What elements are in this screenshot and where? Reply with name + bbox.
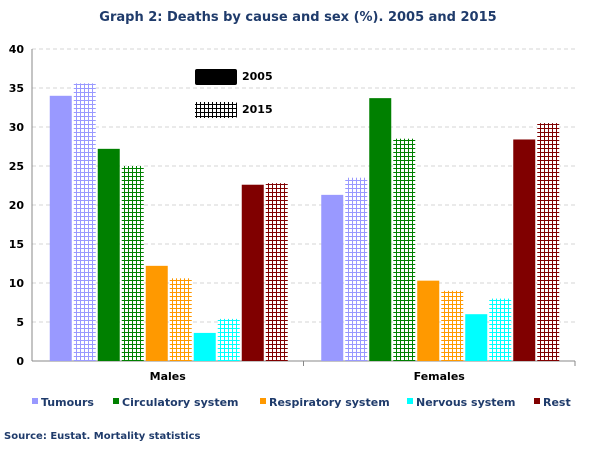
bar-circulatory-system-2015-males [121,166,144,361]
legend-swatch [113,398,119,404]
x-category-label: Males [150,370,187,383]
bar-nervous-system-2005-females [465,314,488,361]
bar-respiratory-system-2015-females [441,290,464,361]
y-tick-label: 30 [9,121,25,134]
bar-circulatory-system-2005-males [97,148,120,361]
y-tick-label: 40 [9,43,25,56]
bar-rest-2005-females [513,139,536,361]
series-legend: Tumours Circulatory system Respiratory sys… [32,396,571,409]
year-legend: 2005 2015 [195,69,273,118]
bar-respiratory-system-2005-females [417,280,440,361]
y-tick-label: 10 [9,277,25,290]
bar-nervous-system-2015-females [489,298,512,361]
bar-respiratory-system-2015-males [169,278,192,361]
x-category-label: Females [414,370,466,383]
bar-circulatory-system-2005-females [369,98,392,361]
legend-label: Rest [543,396,571,409]
y-tick-label: 20 [9,199,25,212]
legend-swatch [260,398,266,404]
bar-rest-2005-males [241,184,264,361]
bar-rest-2015-females [537,123,560,361]
year-legend-swatch-2005 [195,69,237,85]
bars [49,83,560,362]
chart-title: Graph 2: Deaths by cause and sex (%). 20… [99,10,496,25]
legend-label: Nervous system [416,396,515,409]
bar-rest-2015-males [265,183,288,361]
y-tick-label: 35 [9,82,24,95]
year-legend-label: 2005 [242,70,273,83]
bar-tumours-2005-females [321,194,344,361]
y-tick-label: 5 [16,316,24,329]
bar-tumours-2015-females [345,177,368,361]
bar-tumours-2015-males [73,83,96,361]
legend-swatch [407,398,413,404]
legend-label: Circulatory system [122,396,239,409]
y-tick-label: 0 [16,355,24,368]
source-note: Source: Eustat. Mortality statistics [4,431,200,442]
bar-circulatory-system-2015-females [393,138,416,361]
y-tick-label: 25 [9,160,24,173]
bar-nervous-system-2015-males [217,318,240,361]
legend-swatch [32,398,38,404]
year-legend-label: 2015 [242,103,273,116]
year-legend-swatch-2015 [195,102,237,118]
bar-tumours-2005-males [49,95,72,362]
legend-swatch [534,398,540,404]
legend-label: Respiratory system [269,396,390,409]
legend-label: Tumours [41,396,94,409]
y-tick-label: 15 [9,238,24,251]
bar-nervous-system-2005-males [193,332,216,361]
bar-respiratory-system-2005-males [145,265,168,361]
